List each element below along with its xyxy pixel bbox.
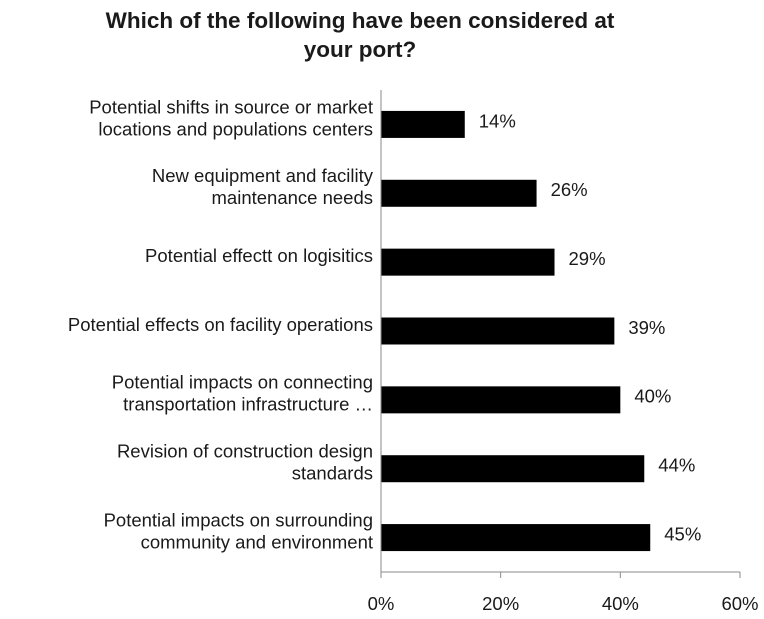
x-tick-label-1: 0% (368, 593, 395, 614)
data-label-6: 44% (658, 455, 695, 476)
category-labels: Potential shifts in source or market loca… (68, 96, 374, 552)
x-tick-label-4: 60% (721, 593, 758, 614)
data-labels: 14% 26% 29% 39% 40% 44% 45% (479, 110, 702, 544)
bar-5 (381, 386, 621, 414)
bar-4 (381, 317, 615, 345)
category-label-2: New equipment and facility maintenance ne… (152, 165, 374, 208)
x-tick-label-3: 40% (602, 593, 639, 614)
data-label-5: 40% (634, 386, 671, 407)
category-label-1: Potential shifts in source or market loca… (89, 96, 373, 139)
data-label-2: 26% (551, 179, 588, 200)
category-label-5: Potential impacts on connecting transport… (112, 372, 373, 415)
data-label-4: 39% (628, 317, 665, 338)
bar-1 (381, 110, 465, 138)
category-label-6: Revision of construction design standards (117, 441, 373, 484)
bar-6 (381, 455, 645, 483)
category-label-7: Potential impacts on surrounding communit… (104, 509, 373, 552)
category-label-3: Potential effectt on logisitics (145, 245, 373, 266)
category-label-4: Potential effects on facility operations (68, 314, 373, 335)
data-label-7: 45% (664, 523, 701, 544)
axes: 0% 20% 40% 60% (368, 90, 759, 614)
chart-title: Which of the following have been conside… (105, 8, 615, 62)
bar-2 (381, 179, 537, 207)
x-tick-label-2: 20% (482, 593, 519, 614)
bar-3 (381, 248, 555, 276)
bar-7 (381, 524, 651, 552)
data-label-1: 14% (479, 110, 516, 131)
data-label-3: 29% (569, 248, 606, 269)
bars-group (381, 110, 651, 552)
